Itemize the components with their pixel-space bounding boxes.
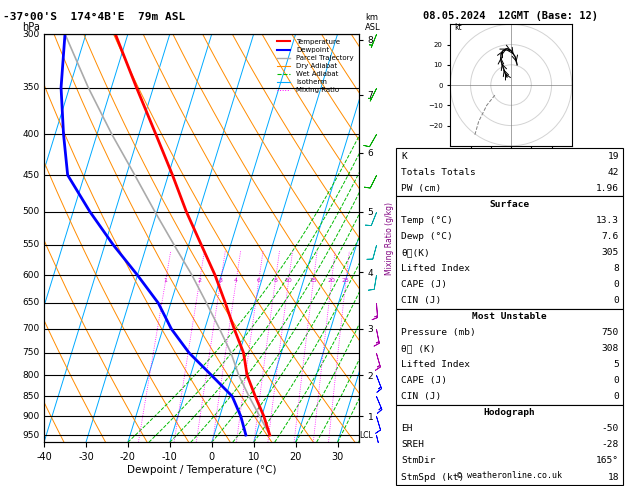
Text: 8: 8	[613, 264, 619, 273]
Text: SREH: SREH	[401, 440, 425, 450]
Text: StmDir: StmDir	[401, 456, 436, 466]
Text: 08.05.2024  12GMT (Base: 12): 08.05.2024 12GMT (Base: 12)	[423, 11, 598, 21]
Text: Most Unstable: Most Unstable	[472, 312, 547, 321]
Text: 13.3: 13.3	[596, 216, 619, 225]
Text: 550: 550	[22, 241, 39, 249]
Text: Dewp (°C): Dewp (°C)	[401, 232, 453, 241]
Text: Hodograph: Hodograph	[484, 408, 535, 417]
Text: Pressure (mb): Pressure (mb)	[401, 328, 476, 337]
Text: CIN (J): CIN (J)	[401, 296, 442, 305]
Text: 1: 1	[164, 278, 167, 283]
Text: 308: 308	[602, 344, 619, 353]
Text: 10: 10	[285, 278, 292, 283]
Text: km
ASL: km ASL	[365, 13, 381, 32]
Text: 4: 4	[234, 278, 238, 283]
Text: -28: -28	[602, 440, 619, 450]
Text: 750: 750	[602, 328, 619, 337]
Text: 20: 20	[328, 278, 335, 283]
Text: CAPE (J): CAPE (J)	[401, 376, 447, 385]
Text: Temp (°C): Temp (°C)	[401, 216, 453, 225]
Text: Lifted Index: Lifted Index	[401, 360, 470, 369]
Text: hPa: hPa	[22, 22, 40, 32]
Text: CIN (J): CIN (J)	[401, 392, 442, 401]
Text: 165°: 165°	[596, 456, 619, 466]
Text: 5: 5	[613, 360, 619, 369]
Text: 1.96: 1.96	[596, 184, 619, 193]
Legend: Temperature, Dewpoint, Parcel Trajectory, Dry Adiabat, Wet Adiabat, Isotherm, Mi: Temperature, Dewpoint, Parcel Trajectory…	[276, 37, 355, 95]
Text: 0: 0	[613, 392, 619, 401]
Text: 850: 850	[22, 392, 39, 401]
Text: Surface: Surface	[489, 200, 530, 209]
Text: CAPE (J): CAPE (J)	[401, 280, 447, 289]
Text: 8: 8	[274, 278, 277, 283]
Text: 500: 500	[22, 207, 39, 216]
Text: K: K	[401, 152, 407, 161]
Text: Mixing Ratio (g/kg): Mixing Ratio (g/kg)	[386, 202, 394, 275]
Text: LCL: LCL	[359, 431, 373, 440]
Text: 0: 0	[613, 280, 619, 289]
Text: 42: 42	[608, 168, 619, 177]
Text: -50: -50	[602, 424, 619, 434]
Text: 15: 15	[309, 278, 317, 283]
Text: 650: 650	[22, 298, 39, 308]
Text: 18: 18	[608, 472, 619, 482]
Text: 600: 600	[22, 271, 39, 279]
Text: PW (cm): PW (cm)	[401, 184, 442, 193]
Text: 305: 305	[602, 248, 619, 257]
Text: 750: 750	[22, 348, 39, 357]
Text: 0: 0	[613, 376, 619, 385]
Text: 25: 25	[342, 278, 350, 283]
Text: 2: 2	[198, 278, 202, 283]
Text: 700: 700	[22, 324, 39, 333]
Text: θᴄ (K): θᴄ (K)	[401, 344, 436, 353]
Text: kt: kt	[454, 23, 462, 33]
Text: 19: 19	[608, 152, 619, 161]
X-axis label: Dewpoint / Temperature (°C): Dewpoint / Temperature (°C)	[126, 465, 276, 475]
Text: © weatheronline.co.uk: © weatheronline.co.uk	[457, 471, 562, 480]
Text: 900: 900	[22, 412, 39, 421]
Text: θᴄ(K): θᴄ(K)	[401, 248, 430, 257]
Text: 350: 350	[22, 83, 39, 92]
Text: 800: 800	[22, 371, 39, 380]
Text: Totals Totals: Totals Totals	[401, 168, 476, 177]
Text: Lifted Index: Lifted Index	[401, 264, 470, 273]
Text: 3: 3	[219, 278, 223, 283]
Text: 0: 0	[613, 296, 619, 305]
Text: 7.6: 7.6	[602, 232, 619, 241]
Text: 300: 300	[22, 30, 39, 38]
Text: 400: 400	[22, 130, 39, 139]
Text: EH: EH	[401, 424, 413, 434]
Text: 6: 6	[257, 278, 260, 283]
Text: 450: 450	[22, 171, 39, 179]
Text: -37°00'S  174°4B'E  79m ASL: -37°00'S 174°4B'E 79m ASL	[3, 12, 186, 22]
Text: StmSpd (kt): StmSpd (kt)	[401, 472, 465, 482]
Text: 950: 950	[22, 431, 39, 439]
